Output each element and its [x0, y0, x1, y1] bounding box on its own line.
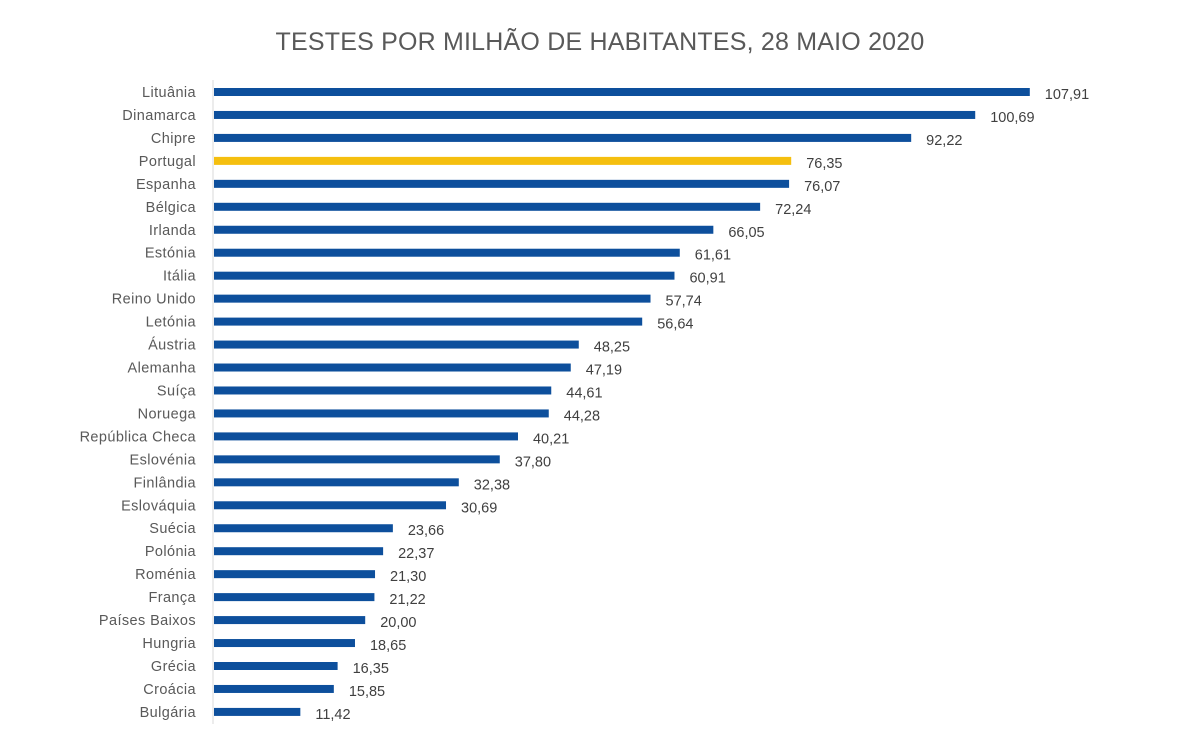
value-label-chipre: 92,22 — [926, 133, 962, 149]
value-label-hungria: 18,65 — [370, 638, 406, 654]
category-labels-group: Lituânia Dinamarca Chipre Portugal Espanha Bé… — [80, 85, 197, 721]
category-label-lituania: Lituânia — [142, 85, 197, 101]
value-label-alemanha: 47,19 — [586, 363, 622, 379]
value-label-paises-baixos: 20,00 — [380, 615, 416, 631]
category-label-eslovenia: Eslovénia — [130, 452, 197, 468]
category-label-alemanha: Alemanha — [128, 361, 197, 377]
bar-grecia — [214, 662, 338, 670]
value-label-irlanda: 66,05 — [728, 225, 764, 241]
bar-dinamarca — [214, 110, 976, 119]
bar-croacia — [214, 684, 334, 693]
value-label-romenia: 21,30 — [390, 569, 426, 585]
value-label-estonia: 61,61 — [695, 248, 731, 264]
bar-finlandia — [214, 478, 459, 487]
category-label-dinamarca: Dinamarca — [122, 108, 196, 124]
bar-italia — [214, 271, 675, 280]
category-label-espanha: Espanha — [136, 177, 197, 193]
category-label-letonia: Letónia — [146, 315, 197, 331]
value-label-finlandia: 32,38 — [474, 477, 510, 493]
bar-polonia — [214, 547, 384, 556]
value-label-suica: 44,61 — [566, 385, 602, 401]
bar-paises-baixos — [214, 616, 366, 625]
chart-title: TESTES POR MILHÃO DE HABITANTES, 28 MAIO… — [275, 28, 925, 56]
value-labels-group: 107,91 100,69 92,22 76,35 76,07 72,24 66,05 61,… — [315, 87, 1089, 723]
value-label-dinamarca: 100,69 — [990, 110, 1034, 126]
bar-eslovaquia — [214, 501, 447, 510]
category-label-portugal: Portugal — [139, 154, 196, 170]
category-label-belgica: Bélgica — [146, 200, 197, 216]
bar-romenia — [214, 570, 376, 579]
bar-suecia — [214, 524, 393, 533]
value-label-grecia: 16,35 — [353, 661, 389, 677]
bar-republica-checa — [214, 432, 518, 441]
category-label-franca: França — [148, 590, 196, 606]
category-label-austria: Áustria — [148, 337, 196, 354]
value-label-letonia: 56,64 — [657, 317, 693, 333]
bar-austria — [214, 340, 579, 349]
value-label-belgica: 72,24 — [775, 202, 811, 218]
category-label-reino-unido: Reino Unido — [112, 292, 196, 308]
bar-letonia — [214, 317, 643, 326]
value-label-franca: 21,22 — [389, 592, 425, 608]
value-label-noruega: 44,28 — [564, 408, 600, 424]
bar-reino-unido — [214, 294, 651, 303]
category-label-italia: Itália — [163, 269, 197, 285]
bar-portugal — [214, 156, 792, 165]
bar-eslovenia — [214, 455, 500, 464]
category-label-polonia: Polónia — [145, 544, 197, 560]
value-label-espanha: 76,07 — [804, 179, 840, 195]
value-label-eslovenia: 37,80 — [515, 454, 551, 470]
value-label-italia: 60,91 — [689, 271, 725, 287]
value-label-republica-checa: 40,21 — [533, 431, 569, 447]
category-label-chipre: Chipre — [151, 131, 196, 147]
category-label-suica: Suíça — [157, 383, 197, 399]
bar-hungria — [214, 639, 355, 648]
value-label-suecia: 23,66 — [408, 523, 444, 539]
value-label-reino-unido: 57,74 — [666, 294, 702, 310]
value-label-portugal: 76,35 — [806, 156, 842, 172]
category-label-romenia: Roménia — [135, 567, 196, 583]
bar-belgica — [214, 202, 761, 211]
value-label-lituania: 107,91 — [1045, 87, 1089, 103]
bar-espanha — [214, 179, 790, 188]
category-label-grecia: Grécia — [151, 659, 197, 675]
bar-irlanda — [214, 225, 714, 234]
category-label-croacia: Croácia — [143, 682, 196, 698]
category-label-hungria: Hungria — [142, 636, 196, 652]
bar-bulgaria — [214, 707, 301, 716]
bar-estonia — [214, 248, 680, 257]
category-label-eslovaquia: Eslováquia — [121, 498, 196, 514]
category-label-republica-checa: República Checa — [80, 429, 197, 445]
value-label-austria: 48,25 — [594, 340, 630, 356]
category-label-paises-baixos: Países Baixos — [99, 613, 196, 629]
bar-suica — [214, 386, 552, 395]
value-label-polonia: 22,37 — [398, 546, 434, 562]
bar-alemanha — [214, 363, 571, 372]
bar-noruega — [214, 409, 549, 418]
category-label-suecia: Suécia — [149, 521, 196, 537]
category-label-bulgaria: Bulgária — [140, 705, 197, 721]
category-label-finlandia: Finlândia — [134, 475, 197, 491]
category-label-irlanda: Irlanda — [149, 223, 197, 239]
bars-group — [214, 88, 1030, 716]
bar-chipre — [214, 133, 912, 142]
bar-lituania — [214, 88, 1030, 96]
value-label-bulgaria: 11,42 — [315, 707, 350, 723]
value-label-eslovaquia: 30,69 — [461, 500, 497, 516]
bar-franca — [214, 593, 375, 602]
category-label-noruega: Noruega — [138, 406, 197, 422]
category-label-estonia: Estónia — [145, 246, 197, 262]
value-label-croacia: 15,85 — [349, 684, 385, 700]
